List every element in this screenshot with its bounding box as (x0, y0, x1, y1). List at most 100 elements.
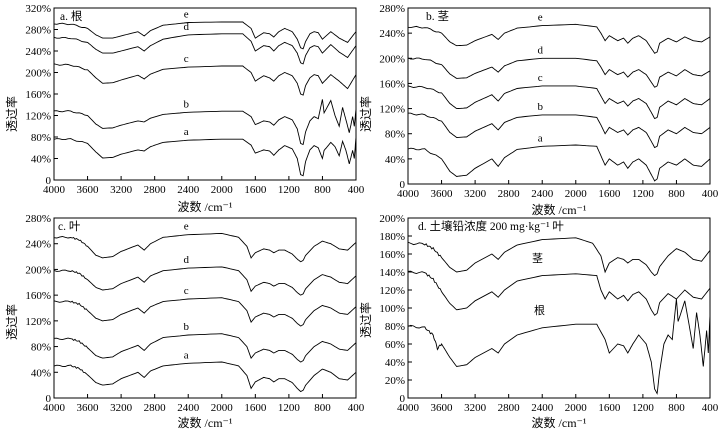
panel-a-series-label-b: b (183, 98, 189, 110)
panel-c-series-e (53, 232, 357, 263)
panel-d-xtick-label: 1600 (598, 402, 621, 414)
panel-b-xtick-label: 2400 (531, 188, 554, 200)
panel-b-ytick-label: 80% (385, 129, 405, 141)
panel-c-xtick-label: 3600 (77, 402, 100, 414)
panel-d-ytick-label: 140% (379, 267, 405, 279)
panel-d-xtick-label: 4000 (397, 402, 420, 414)
panel-c-ytick-label: 280% (25, 213, 51, 225)
panel-c-ylabel: 透过率 (4, 304, 19, 340)
panel-d-ytick-label: 200% (379, 213, 405, 225)
panel-c-leaf: c. 叶 透过率 波数 /cm⁻¹ 4000 3600 3200 2800 2400 20… (4, 213, 365, 430)
panel-d-ytick-label: 80% (385, 321, 405, 333)
panel-b-xtick-label: 800 (668, 188, 685, 200)
panel-a-series-c (53, 63, 357, 96)
panel-c-frame (53, 217, 357, 399)
panel-a-ytick-label: 160% (25, 89, 51, 101)
panel-d-series-叶 (407, 237, 711, 277)
panel-a-series-d (53, 33, 357, 65)
panel-a-xtick-label: 400 (348, 184, 365, 196)
panel-b-ytick-label: 240% (379, 28, 405, 40)
panel-b-series-a (407, 144, 711, 182)
panel-d-ytick-label: 40% (385, 357, 405, 369)
panel-d-xtick-label: 3200 (464, 402, 487, 414)
panel-b-ytick-label: 200% (379, 53, 405, 65)
panel-a-xtick-label: 800 (314, 184, 331, 196)
panel-c-xtick-label: 400 (348, 402, 365, 414)
panel-d-ytick-label: 0 (400, 393, 406, 405)
panel-c-series-label-b: b (183, 321, 189, 333)
panel-a-series-label-e: e (184, 9, 189, 21)
panel-b-xtick-label: 1200 (632, 188, 655, 200)
panel-c-xtick-label: 1600 (244, 402, 267, 414)
panel-c-xtick-label: 1200 (278, 402, 301, 414)
panel-c-title: c. 叶 (58, 220, 81, 233)
panel-b-series-label-b: b (537, 101, 543, 113)
panel-c-xtick-label: 800 (314, 402, 331, 414)
panel-c-ytick-label: 240% (25, 239, 51, 251)
panel-a-ytick-label: 120% (25, 111, 51, 123)
panel-d-xtick-label: 2400 (531, 402, 554, 414)
panel-d-series-根 (407, 298, 711, 395)
panel-c-xtick-label: 2800 (144, 402, 167, 414)
panel-c-series-label-d: d (183, 254, 189, 266)
panel-a-ytick-label: 320% (25, 3, 51, 15)
panel-c-series-label-c: c (184, 285, 189, 297)
panel-a-root: a. 根 透过率 波数 /cm⁻¹ 4000 3600 3200 2800 2400 20… (4, 3, 365, 214)
panel-b-ytick-label: 120% (379, 104, 405, 116)
panel-a-ylabel: 透过率 (4, 96, 19, 132)
panel-c-series-label-e: e (184, 221, 189, 233)
panel-c-xtick-label: 2000 (211, 402, 234, 414)
panel-b-series-label-e: e (538, 12, 543, 24)
panel-b-xtick-label: 400 (702, 188, 719, 200)
panel-b-series-e (407, 23, 711, 54)
panel-c-ytick-label: 200% (25, 264, 51, 276)
panel-c-series-c (53, 297, 357, 327)
panel-b-xtick-label: 1600 (598, 188, 621, 200)
panel-d-annotation-root: 根 (534, 303, 545, 317)
panel-b-xlabel: 波数 /cm⁻¹ (532, 202, 587, 217)
panel-a-ytick-label: 80% (31, 132, 51, 144)
panel-a-title: a. 根 (60, 9, 83, 23)
panel-a-ytick-label: 280% (25, 25, 51, 37)
panel-b-xtick-label: 2000 (565, 188, 588, 200)
panel-d-200mg: d. 土壤铅浓度 200 mg·kg⁻¹ 叶 透过率 波数 /cm⁻¹ 茎 根 … (358, 213, 719, 430)
panel-d-xtick-label: 400 (702, 402, 719, 414)
panel-a-series-a (53, 136, 357, 177)
panel-a-xtick-label: 4000 (43, 184, 66, 196)
panel-d-series-茎 (407, 270, 711, 316)
panel-b-series-b (407, 112, 711, 149)
panel-a-series-label-c: c (184, 53, 189, 65)
panel-d-annotation-stem: 茎 (532, 252, 543, 265)
panel-b-xtick-label: 2800 (498, 188, 521, 200)
panel-a-xtick-label: 3600 (77, 184, 100, 196)
panel-b-ylabel: 透过率 (358, 96, 373, 132)
panel-d-xtick-label: 2800 (498, 402, 521, 414)
panel-b-xtick-label: 3200 (464, 188, 487, 200)
panel-a-series-label-d: d (183, 21, 189, 33)
panel-c-xtick-label: 4000 (43, 402, 66, 414)
panel-b-xtick-label: 4000 (397, 188, 420, 200)
panel-c-xtick-label: 2400 (177, 402, 200, 414)
panel-b-ytick-label: 40% (385, 154, 405, 166)
panel-b-ytick-label: 0 (400, 179, 406, 191)
panel-a-ytick-label: 0 (46, 175, 52, 187)
panel-a-series-e (53, 21, 357, 50)
panel-c-series-a (53, 361, 357, 393)
panel-d-title: d. 土壤铅浓度 200 mg·kg⁻¹ 叶 (418, 219, 564, 233)
panel-d-xtick-label: 2000 (565, 402, 588, 414)
panel-d-ytick-label: 120% (379, 285, 405, 297)
panel-a-xtick-label: 1600 (244, 184, 267, 196)
panel-c-ytick-label: 160% (25, 290, 51, 302)
panel-c-series-d (53, 266, 357, 296)
panel-d-xtick-label: 1200 (632, 402, 655, 414)
panel-a-xtick-label: 2400 (177, 184, 200, 196)
panel-a-xtick-label: 2800 (144, 184, 167, 196)
panel-b-series-d (407, 57, 711, 88)
panel-b-series-c (407, 85, 711, 120)
panel-a-xtick-label: 2000 (211, 184, 234, 196)
panel-c-ytick-label: 0 (46, 393, 52, 405)
panel-b-ytick-label: 280% (379, 3, 405, 15)
panel-b-series-label-a: a (538, 132, 543, 144)
panel-b-frame (407, 7, 711, 185)
